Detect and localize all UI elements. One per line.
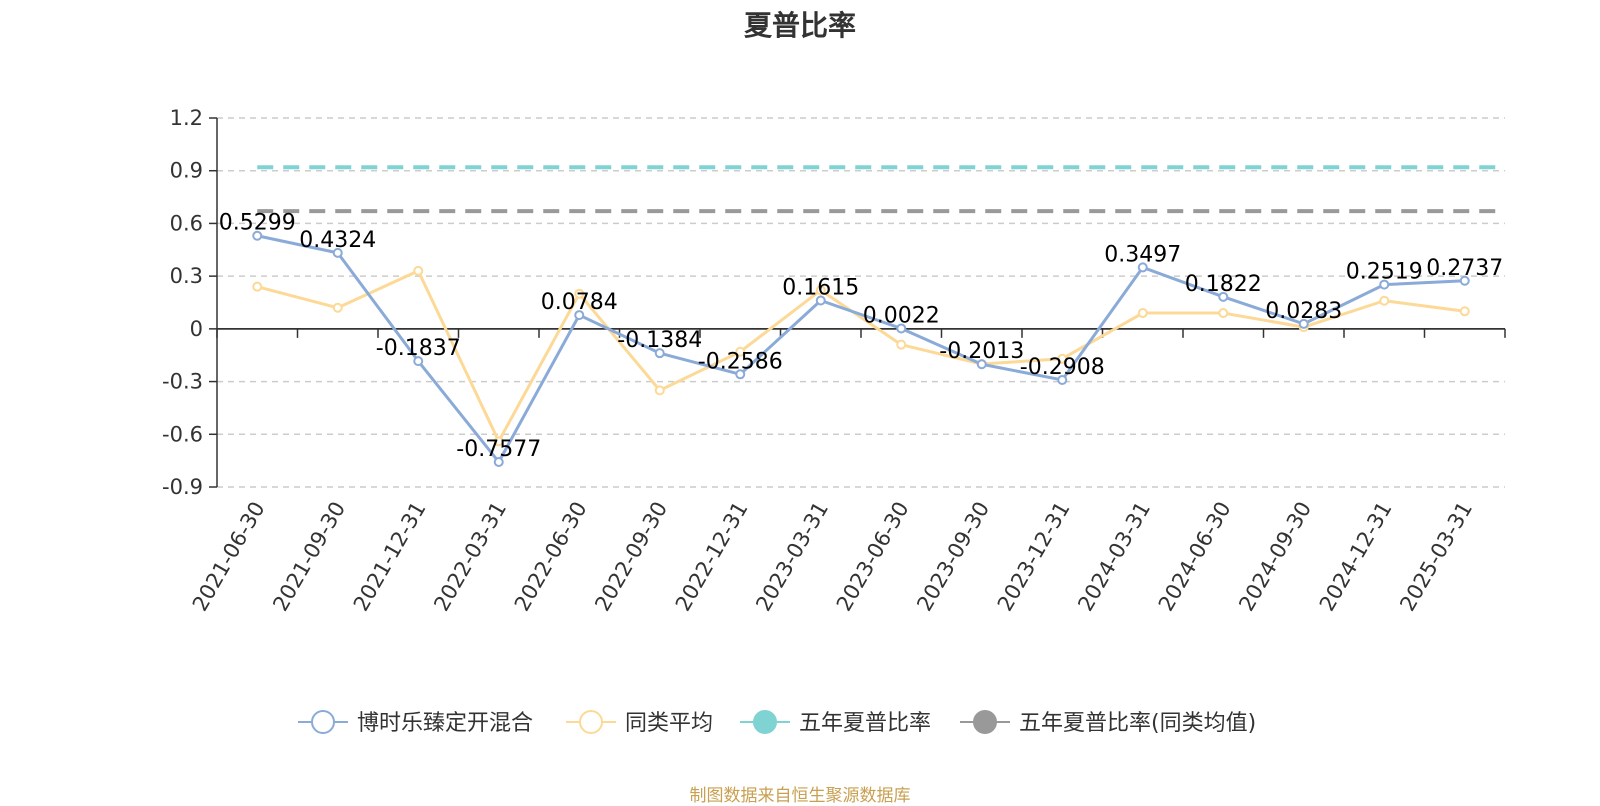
data-label: 0.0784 <box>541 290 618 315</box>
data-point <box>252 230 263 241</box>
data-point <box>1379 279 1390 290</box>
x-tick-label: 2022-09-30 <box>590 498 672 616</box>
data-point <box>1057 353 1068 364</box>
legend-label: 五年夏普比率 <box>799 711 931 736</box>
x-tick-label: 2021-09-30 <box>268 498 350 616</box>
data-label: -0.2586 <box>698 349 783 374</box>
y-tick-label: 0.6 <box>170 211 203 235</box>
y-tick-label: -0.9 <box>162 475 203 499</box>
data-point <box>493 436 504 447</box>
data-label: 0.3497 <box>1104 242 1181 267</box>
x-tick-label: 2025-03-31 <box>1395 498 1477 616</box>
data-point <box>1057 374 1068 385</box>
data-point <box>896 339 907 350</box>
y-tick-label: 1.2 <box>170 106 203 130</box>
data-point <box>735 369 746 380</box>
y-tick-label: 0 <box>190 317 203 341</box>
data-label: 0.0022 <box>863 303 940 328</box>
legend: 博时乐臻定开混合 同类平均 五年夏普比率 五年夏普比率(同类均值) <box>298 710 1256 736</box>
data-labels: 0.52990.4324-0.1837-0.75770.0784-0.1384-… <box>219 211 1503 462</box>
y-tick-label: 0.3 <box>170 264 203 288</box>
data-point <box>332 247 343 258</box>
data-point <box>1298 318 1309 329</box>
data-label: -0.2013 <box>939 339 1024 364</box>
series-lines <box>252 230 1470 467</box>
x-tick-label: 2024-03-31 <box>1073 498 1155 616</box>
data-label: 0.0283 <box>1265 299 1342 324</box>
series-line <box>256 269 1465 443</box>
data-point <box>1218 308 1229 319</box>
data-label: 0.4324 <box>299 228 376 253</box>
data-point <box>1379 295 1390 306</box>
data-point <box>976 359 987 370</box>
data-point <box>1137 308 1148 319</box>
series-line <box>256 234 1465 464</box>
x-tick-label: 2023-03-31 <box>751 498 833 616</box>
y-tick-label: -0.6 <box>162 422 203 446</box>
x-tick-label: 2021-12-31 <box>349 498 431 616</box>
legend-label: 博时乐臻定开混合 <box>357 711 533 736</box>
legend-marker <box>973 710 997 734</box>
data-label: -0.2908 <box>1020 355 1105 380</box>
y-tick-label: -0.3 <box>162 370 203 394</box>
data-label: 0.2737 <box>1426 256 1503 281</box>
data-point <box>815 295 826 306</box>
x-tick-label: 2022-06-30 <box>510 498 592 616</box>
x-tick-label: 2023-09-30 <box>912 498 994 616</box>
data-label: 0.1822 <box>1185 272 1262 297</box>
legend-marker <box>311 710 335 734</box>
data-point <box>574 288 585 299</box>
x-tick-label: 2023-06-30 <box>832 498 914 616</box>
legend-label: 五年夏普比率(同类均值) <box>1019 711 1256 736</box>
x-tick-label: 2024-09-30 <box>1234 498 1316 616</box>
data-point <box>896 323 907 334</box>
data-point <box>332 302 343 313</box>
axes: 1.20.90.60.30-0.3-0.6-0.92021-06-302021-… <box>162 106 1506 616</box>
data-point <box>252 281 263 292</box>
data-point <box>654 385 665 396</box>
legend-label: 同类平均 <box>625 711 713 736</box>
data-point <box>1218 291 1229 302</box>
data-label: -0.1384 <box>617 328 702 353</box>
data-label: 0.5299 <box>219 211 296 236</box>
x-tick-label: 2024-12-31 <box>1315 498 1397 616</box>
x-tick-label: 2024-06-30 <box>1154 498 1236 616</box>
x-tick-label: 2022-03-31 <box>429 498 511 616</box>
x-tick-label: 2023-12-31 <box>993 498 1075 616</box>
data-point <box>1459 275 1470 286</box>
chart-title: 夏普比率 <box>743 9 856 42</box>
grid-lines <box>217 117 1505 488</box>
legend-marker <box>579 710 603 734</box>
data-point <box>654 348 665 359</box>
source-note: 制图数据来自恒生聚源数据库 <box>689 786 911 806</box>
data-point <box>815 285 826 296</box>
legend-marker <box>753 710 777 734</box>
data-point <box>1459 306 1470 317</box>
data-point <box>413 356 424 367</box>
data-label: 0.2519 <box>1346 260 1423 285</box>
data-point <box>1137 262 1148 273</box>
reference-lines <box>257 165 1505 214</box>
data-label: -0.7577 <box>456 437 541 462</box>
data-label: -0.1837 <box>376 336 461 361</box>
x-tick-label: 2022-12-31 <box>671 498 753 616</box>
data-point <box>413 265 424 276</box>
data-label: 0.1615 <box>782 275 859 300</box>
data-point <box>735 346 746 357</box>
data-point <box>493 456 504 467</box>
y-tick-label: 0.9 <box>170 159 203 183</box>
x-tick-label: 2021-06-30 <box>188 498 270 616</box>
data-point <box>574 310 585 321</box>
